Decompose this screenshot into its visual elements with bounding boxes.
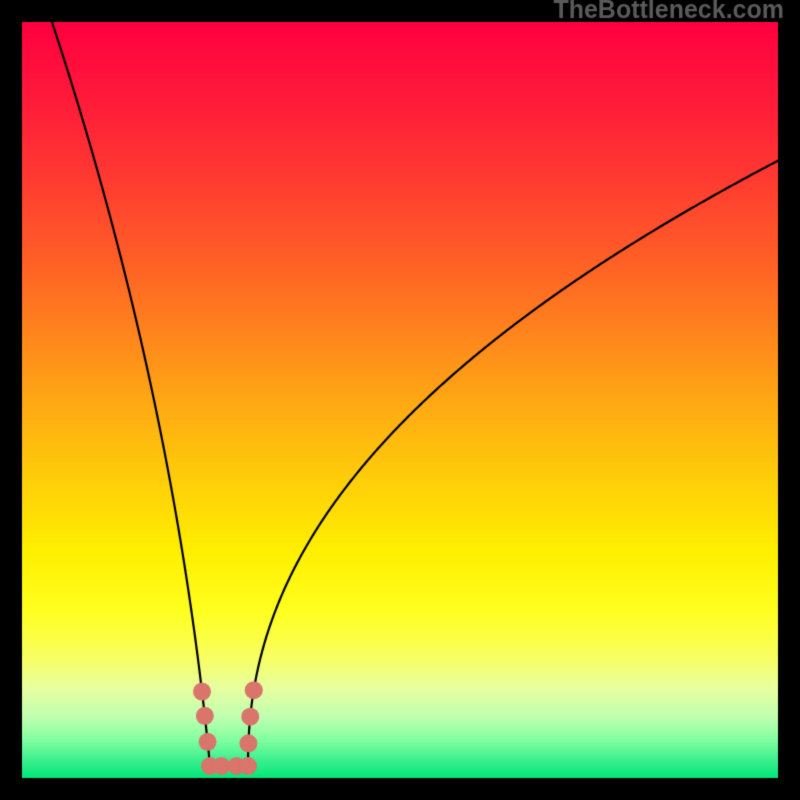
bottleneck-chart-canvas xyxy=(0,0,800,800)
